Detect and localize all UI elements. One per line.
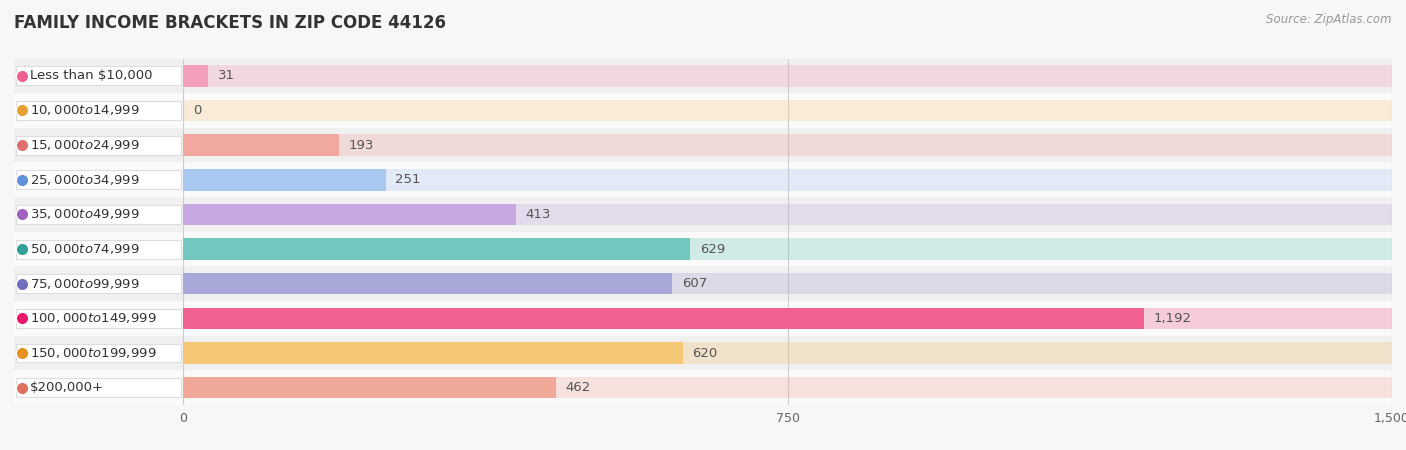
Text: $75,000 to $99,999: $75,000 to $99,999: [30, 277, 139, 291]
Bar: [14, 336, 1392, 370]
Text: $150,000 to $199,999: $150,000 to $199,999: [30, 346, 156, 360]
Bar: [183, 342, 683, 364]
Bar: [183, 204, 1392, 225]
Bar: [14, 197, 1392, 232]
Text: $35,000 to $49,999: $35,000 to $49,999: [30, 207, 139, 221]
Text: 31: 31: [218, 69, 235, 82]
Bar: [183, 204, 516, 225]
Text: $100,000 to $149,999: $100,000 to $149,999: [30, 311, 156, 325]
Text: 462: 462: [565, 381, 591, 394]
Text: 607: 607: [682, 277, 707, 290]
Bar: [183, 169, 385, 190]
Text: 0: 0: [193, 104, 201, 117]
Text: $10,000 to $14,999: $10,000 to $14,999: [30, 104, 139, 117]
Text: Less than $10,000: Less than $10,000: [30, 69, 153, 82]
Bar: [15, 170, 181, 189]
Bar: [183, 100, 1392, 121]
Bar: [15, 239, 181, 259]
Bar: [14, 232, 1392, 266]
Text: 413: 413: [526, 208, 551, 221]
Bar: [14, 162, 1392, 197]
Bar: [15, 135, 181, 155]
Bar: [183, 308, 1143, 329]
Text: $15,000 to $24,999: $15,000 to $24,999: [30, 138, 139, 152]
Text: 193: 193: [349, 139, 374, 152]
Bar: [183, 135, 1392, 156]
Bar: [14, 128, 1392, 162]
Bar: [14, 58, 1392, 93]
Text: FAMILY INCOME BRACKETS IN ZIP CODE 44126: FAMILY INCOME BRACKETS IN ZIP CODE 44126: [14, 14, 446, 32]
Bar: [183, 65, 208, 86]
Bar: [183, 238, 1392, 260]
Bar: [14, 301, 1392, 336]
Bar: [183, 238, 690, 260]
Bar: [183, 308, 1392, 329]
Bar: [15, 274, 181, 293]
Text: 1,192: 1,192: [1153, 312, 1191, 325]
Text: 251: 251: [395, 173, 420, 186]
Text: $200,000+: $200,000+: [30, 381, 104, 394]
Bar: [183, 135, 339, 156]
Bar: [183, 342, 1392, 364]
Text: 620: 620: [693, 346, 718, 360]
Bar: [15, 66, 181, 86]
Bar: [15, 205, 181, 224]
Bar: [15, 378, 181, 397]
Bar: [14, 370, 1392, 405]
Bar: [183, 169, 1392, 190]
Bar: [183, 377, 555, 398]
Bar: [14, 93, 1392, 128]
Bar: [183, 377, 1392, 398]
Bar: [15, 309, 181, 328]
Text: Source: ZipAtlas.com: Source: ZipAtlas.com: [1267, 14, 1392, 27]
Bar: [15, 343, 181, 363]
Text: $25,000 to $34,999: $25,000 to $34,999: [30, 173, 139, 187]
Bar: [183, 65, 1392, 86]
Text: 629: 629: [700, 243, 725, 256]
Bar: [183, 273, 1392, 294]
Bar: [183, 273, 672, 294]
Bar: [15, 101, 181, 120]
Bar: [14, 266, 1392, 301]
Text: $50,000 to $74,999: $50,000 to $74,999: [30, 242, 139, 256]
